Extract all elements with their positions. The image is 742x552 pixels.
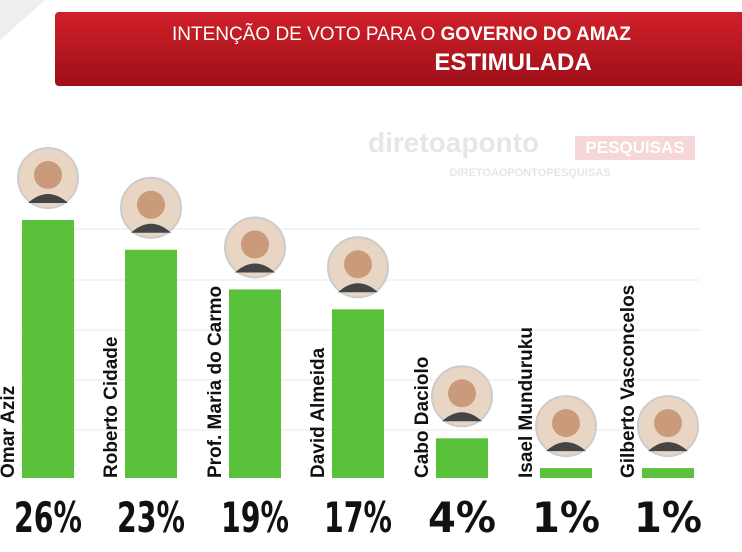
value-label: 1% (532, 493, 600, 542)
watermark-text: diretoaponto (368, 127, 539, 158)
chart-subtitle: ESTIMULADA (434, 49, 591, 76)
watermark: diretoaponto PESQUISAS DIRETOAOPONTOPESQ… (368, 127, 695, 179)
category-label: Omar Aziz (0, 386, 19, 478)
candidate-shirt (338, 283, 378, 293)
title-part: GOVERNO DO AMAZ (441, 24, 632, 45)
candidate-face (552, 409, 580, 438)
bar (125, 249, 177, 478)
value-label: 1% (634, 493, 702, 542)
bar (332, 309, 384, 478)
candidate-face (654, 409, 682, 438)
category-label: Gilberto Vasconcelos (618, 285, 639, 478)
candidate-shirt (648, 442, 688, 452)
value-label: 19% (221, 493, 289, 542)
watermark-text: PESQUISAS (585, 138, 684, 157)
candidate-shirt (442, 412, 482, 422)
bar (229, 289, 281, 478)
value-label: 23% (117, 493, 185, 542)
category-label: Roberto Cidade (101, 337, 122, 478)
header-banner (55, 12, 742, 86)
bar (22, 220, 74, 478)
candidate-face (137, 190, 165, 219)
bar (436, 438, 488, 478)
watermark-text: DIRETOAOPONTOPESQUISAS (450, 167, 611, 179)
value-label: 26% (14, 493, 82, 542)
candidate-shirt (28, 194, 68, 203)
corner-decoration (0, 0, 45, 40)
candidate-shirt (546, 442, 586, 452)
watermark-box (575, 136, 695, 160)
value-label: 17% (324, 493, 392, 542)
candidate-face (34, 161, 62, 189)
category-label: Isael Munduruku (516, 327, 537, 478)
category-label: David Almeida (308, 347, 329, 478)
candidate-face (241, 230, 269, 259)
candidate-shirt (235, 263, 275, 273)
candidate-shirt (131, 223, 171, 233)
bar (642, 468, 694, 478)
candidate-face (448, 379, 476, 408)
bar (540, 468, 592, 478)
title-part: INTENÇÃO DE VOTO PARA O (172, 23, 435, 45)
category-label: Cabo Daciolo (412, 357, 433, 478)
chart-title: INTENÇÃO DE VOTO PARA O GOVERNO DO AMAZ (172, 23, 631, 45)
value-label: 4% (428, 493, 496, 542)
candidate-face (344, 250, 372, 279)
category-label: Prof. Maria do Carmo (205, 286, 226, 478)
